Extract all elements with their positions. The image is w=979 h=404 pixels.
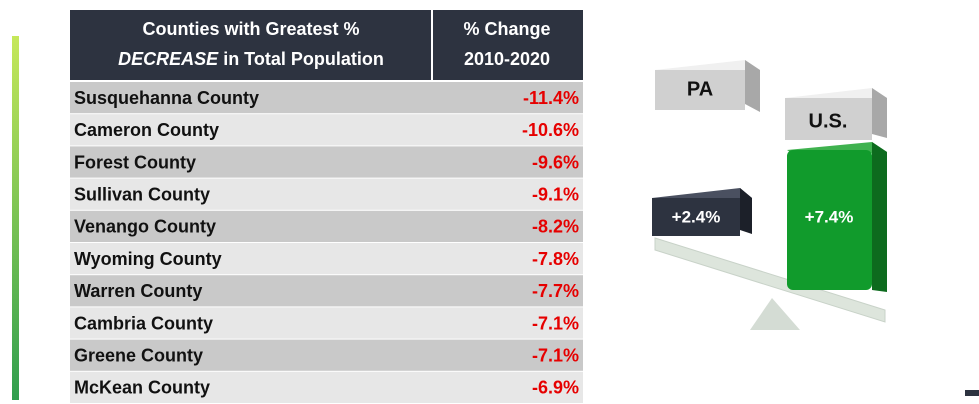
header-years: 2010-2020 [464,49,550,69]
table-row [70,178,583,210]
us-value: +7.4% [805,207,854,226]
us-label: U.S. [809,110,848,132]
table-row [70,307,583,339]
percent-change: -7.1% [532,313,579,333]
table-row [70,243,583,275]
percent-change: -6.9% [532,378,579,398]
percent-change: -8.2% [532,217,579,237]
header-county-line2: DECREASE in Total Population [118,49,384,69]
us-box [785,98,872,140]
header-change: % Change [463,19,550,39]
table-header [70,10,583,80]
percent-change: -7.8% [532,249,579,269]
us-value-side [872,142,887,292]
pa-value-side [740,188,752,234]
county-name: Susquehanna County [74,88,259,108]
county-name: Forest County [74,152,196,172]
table-row [70,275,583,307]
county-name: Venango County [74,217,216,237]
county-name: Warren County [74,281,202,301]
percent-change: -10.6% [522,120,579,140]
header-emphasis: DECREASE [118,49,219,69]
percent-change: -9.6% [532,152,579,172]
table-row [70,210,583,242]
percent-change: -9.1% [532,184,579,204]
table-row [70,114,583,146]
pa-value-box [652,198,740,236]
us-value-box [787,150,872,290]
county-name: Cambria County [74,313,213,333]
table-row [70,339,583,371]
percent-change: -7.7% [532,281,579,301]
county-name: Greene County [74,345,203,365]
fulcrum [750,298,800,330]
corner-mark [965,390,979,396]
pa-box [655,70,745,110]
pa-label: PA [687,78,713,100]
percent-change: -11.4% [523,88,579,108]
seesaw-graphic: PA U.S. +2.4% +7.4% [652,60,887,330]
county-name: Wyoming County [74,249,222,269]
table: Counties with Greatest % DECREASE in Tot… [70,10,583,403]
table-row [70,146,583,178]
pa-box-side [745,60,760,112]
us-box-side [872,88,887,138]
county-name: Cameron County [74,120,219,140]
table-row [70,371,583,403]
header-county-rest: in Total Population [223,49,384,69]
accent-bar [12,36,19,400]
pa-value: +2.4% [672,207,721,226]
table-row [70,82,583,114]
percent-change: -7.1% [532,345,579,365]
county-name: McKean County [74,378,210,398]
county-name: Sullivan County [74,184,210,204]
header-county: Counties with Greatest % [142,19,359,39]
